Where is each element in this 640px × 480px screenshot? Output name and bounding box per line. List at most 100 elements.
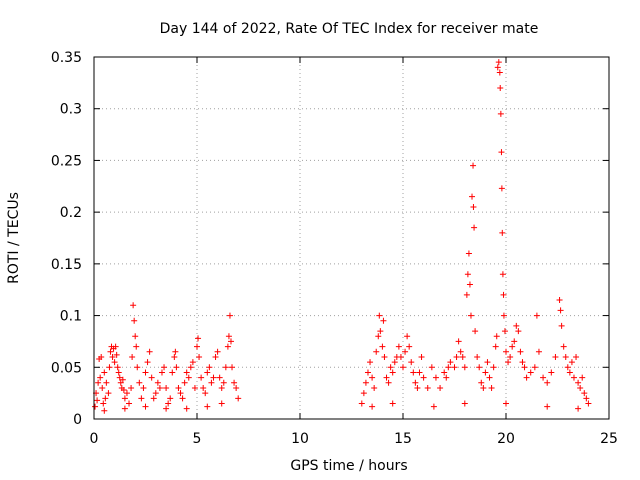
data-point xyxy=(486,374,493,381)
data-point xyxy=(498,149,505,156)
data-point xyxy=(519,359,526,366)
data-point xyxy=(204,403,211,410)
data-point xyxy=(181,379,188,386)
data-point xyxy=(391,359,398,366)
data-point xyxy=(119,376,126,383)
data-point xyxy=(498,185,505,192)
data-point xyxy=(544,403,551,410)
data-point xyxy=(496,69,503,76)
data-point xyxy=(98,353,105,360)
data-point xyxy=(183,369,190,376)
data-point xyxy=(120,387,127,394)
grid-lines xyxy=(94,57,609,419)
data-point xyxy=(416,369,423,376)
data-point xyxy=(480,384,487,391)
y-tick-label: 0.3 xyxy=(60,102,82,118)
data-point xyxy=(134,364,141,371)
data-point xyxy=(556,297,563,304)
data-point xyxy=(163,405,170,412)
data-point xyxy=(414,384,421,391)
data-point xyxy=(501,328,508,335)
data-point xyxy=(499,229,506,236)
data-point xyxy=(484,359,491,366)
data-point xyxy=(140,384,147,391)
data-point xyxy=(105,390,112,397)
data-point xyxy=(112,343,119,350)
data-point xyxy=(106,364,113,371)
data-point xyxy=(97,374,104,381)
data-point xyxy=(375,333,382,340)
data-point xyxy=(187,364,194,371)
x-tick-label: 15 xyxy=(394,431,412,447)
data-point xyxy=(466,281,473,288)
data-point xyxy=(377,328,384,335)
data-point xyxy=(177,390,184,397)
data-point xyxy=(552,353,559,360)
data-point xyxy=(161,364,168,371)
data-point xyxy=(562,353,569,360)
data-point xyxy=(150,395,157,402)
data-point xyxy=(570,374,577,381)
data-point xyxy=(133,343,140,350)
data-point xyxy=(172,348,179,355)
data-point xyxy=(463,291,470,298)
x-axis-ticks: 0 5 10 15 20 25 xyxy=(90,57,618,447)
data-point xyxy=(505,359,512,366)
x-tick-label: 25 xyxy=(600,431,618,447)
data-point xyxy=(183,405,190,412)
data-point xyxy=(113,351,120,358)
data-point xyxy=(453,353,460,360)
data-point xyxy=(461,400,468,407)
data-point xyxy=(575,405,582,412)
data-point xyxy=(503,400,509,407)
data-point xyxy=(404,333,411,340)
data-point xyxy=(210,374,217,381)
y-axis-label: ROTI / TECUs xyxy=(6,192,22,284)
data-point xyxy=(216,374,223,381)
data-point xyxy=(130,302,137,309)
data-point xyxy=(499,271,506,278)
data-point xyxy=(470,162,477,169)
data-point xyxy=(500,312,507,319)
data-point xyxy=(229,364,236,371)
data-point xyxy=(428,364,435,371)
data-point xyxy=(443,374,450,381)
data-point xyxy=(225,333,232,340)
data-point xyxy=(511,338,518,345)
data-point xyxy=(381,353,388,360)
data-point xyxy=(455,338,462,345)
data-point xyxy=(470,203,477,210)
data-point xyxy=(402,348,409,355)
y-tick-label: 0.2 xyxy=(60,205,82,221)
data-point xyxy=(397,353,404,360)
data-point xyxy=(111,359,118,366)
data-point xyxy=(424,384,431,391)
data-point xyxy=(482,369,489,376)
data-point xyxy=(457,348,464,355)
data-point xyxy=(465,250,472,257)
data-point xyxy=(226,312,233,319)
data-point xyxy=(99,384,106,391)
data-point xyxy=(400,364,406,371)
data-point xyxy=(437,384,444,391)
data-point xyxy=(202,390,209,397)
data-point xyxy=(493,333,500,340)
data-point xyxy=(142,369,149,376)
data-point xyxy=(233,384,240,391)
data-point xyxy=(128,384,135,391)
data-point xyxy=(459,353,466,360)
data-point xyxy=(121,405,128,412)
data-point xyxy=(495,59,502,66)
y-tick-label: 0.1 xyxy=(60,309,82,325)
x-axis-label: GPS time / hours xyxy=(290,458,407,474)
data-point xyxy=(224,343,231,350)
data-point xyxy=(385,379,392,386)
data-point xyxy=(523,374,530,381)
data-point xyxy=(196,353,203,360)
data-point xyxy=(418,353,425,360)
data-point xyxy=(509,343,516,350)
data-point xyxy=(373,348,380,355)
data-point xyxy=(513,322,520,329)
data-point xyxy=(583,395,590,402)
data-point xyxy=(478,379,485,386)
